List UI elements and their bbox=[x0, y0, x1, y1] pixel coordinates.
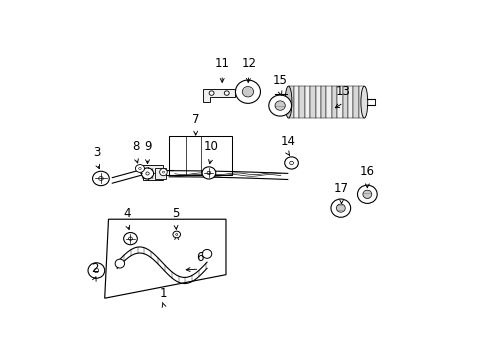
Text: 3: 3 bbox=[93, 146, 101, 159]
Text: 9: 9 bbox=[143, 140, 151, 153]
Ellipse shape bbox=[202, 167, 215, 179]
Bar bbox=[299, 86, 304, 118]
Ellipse shape bbox=[330, 199, 350, 217]
Bar bbox=[337, 86, 342, 118]
Ellipse shape bbox=[289, 161, 293, 165]
Ellipse shape bbox=[206, 171, 210, 175]
Ellipse shape bbox=[123, 233, 137, 245]
Text: 8: 8 bbox=[132, 140, 140, 153]
Ellipse shape bbox=[162, 171, 164, 173]
Text: 5: 5 bbox=[172, 207, 179, 220]
Ellipse shape bbox=[224, 91, 229, 95]
Ellipse shape bbox=[173, 231, 180, 238]
Text: 15: 15 bbox=[272, 74, 287, 87]
Ellipse shape bbox=[94, 268, 99, 273]
Ellipse shape bbox=[242, 86, 253, 97]
Bar bbox=[155, 168, 166, 179]
Ellipse shape bbox=[357, 185, 376, 203]
Ellipse shape bbox=[362, 190, 371, 198]
Ellipse shape bbox=[159, 168, 167, 176]
Bar bbox=[320, 86, 325, 118]
Text: 16: 16 bbox=[359, 165, 374, 178]
Ellipse shape bbox=[145, 172, 149, 175]
Bar bbox=[169, 136, 231, 175]
Bar bbox=[347, 86, 353, 118]
Polygon shape bbox=[203, 90, 235, 102]
Text: 1: 1 bbox=[160, 287, 167, 300]
Text: 11: 11 bbox=[214, 57, 229, 70]
Ellipse shape bbox=[135, 165, 144, 172]
Bar bbox=[288, 86, 293, 118]
Ellipse shape bbox=[209, 91, 214, 95]
Text: 17: 17 bbox=[333, 182, 348, 195]
Ellipse shape bbox=[175, 234, 178, 235]
Ellipse shape bbox=[115, 259, 124, 268]
Text: 7: 7 bbox=[191, 113, 199, 126]
Ellipse shape bbox=[141, 168, 153, 179]
Ellipse shape bbox=[92, 171, 109, 186]
Ellipse shape bbox=[235, 80, 260, 103]
Bar bbox=[309, 86, 315, 118]
Ellipse shape bbox=[284, 157, 298, 169]
Bar bbox=[293, 86, 299, 118]
Ellipse shape bbox=[268, 95, 291, 116]
Bar bbox=[304, 86, 309, 118]
Ellipse shape bbox=[88, 263, 104, 278]
Bar bbox=[326, 86, 331, 118]
Text: 14: 14 bbox=[280, 135, 295, 148]
Ellipse shape bbox=[336, 204, 345, 212]
Bar bbox=[315, 86, 320, 118]
Bar bbox=[358, 86, 364, 118]
Bar bbox=[342, 86, 347, 118]
Ellipse shape bbox=[99, 176, 103, 180]
Text: 6: 6 bbox=[195, 251, 203, 264]
Ellipse shape bbox=[128, 237, 132, 240]
Ellipse shape bbox=[360, 86, 367, 118]
Text: 2: 2 bbox=[91, 262, 98, 275]
Bar bbox=[331, 86, 337, 118]
Bar bbox=[142, 165, 163, 180]
Ellipse shape bbox=[202, 249, 211, 258]
Ellipse shape bbox=[285, 86, 291, 118]
Ellipse shape bbox=[139, 167, 141, 170]
Ellipse shape bbox=[274, 101, 285, 110]
Text: 4: 4 bbox=[123, 207, 131, 220]
Bar bbox=[353, 86, 358, 118]
Text: 10: 10 bbox=[203, 140, 218, 153]
Text: 12: 12 bbox=[241, 57, 256, 70]
Text: 13: 13 bbox=[335, 85, 350, 98]
